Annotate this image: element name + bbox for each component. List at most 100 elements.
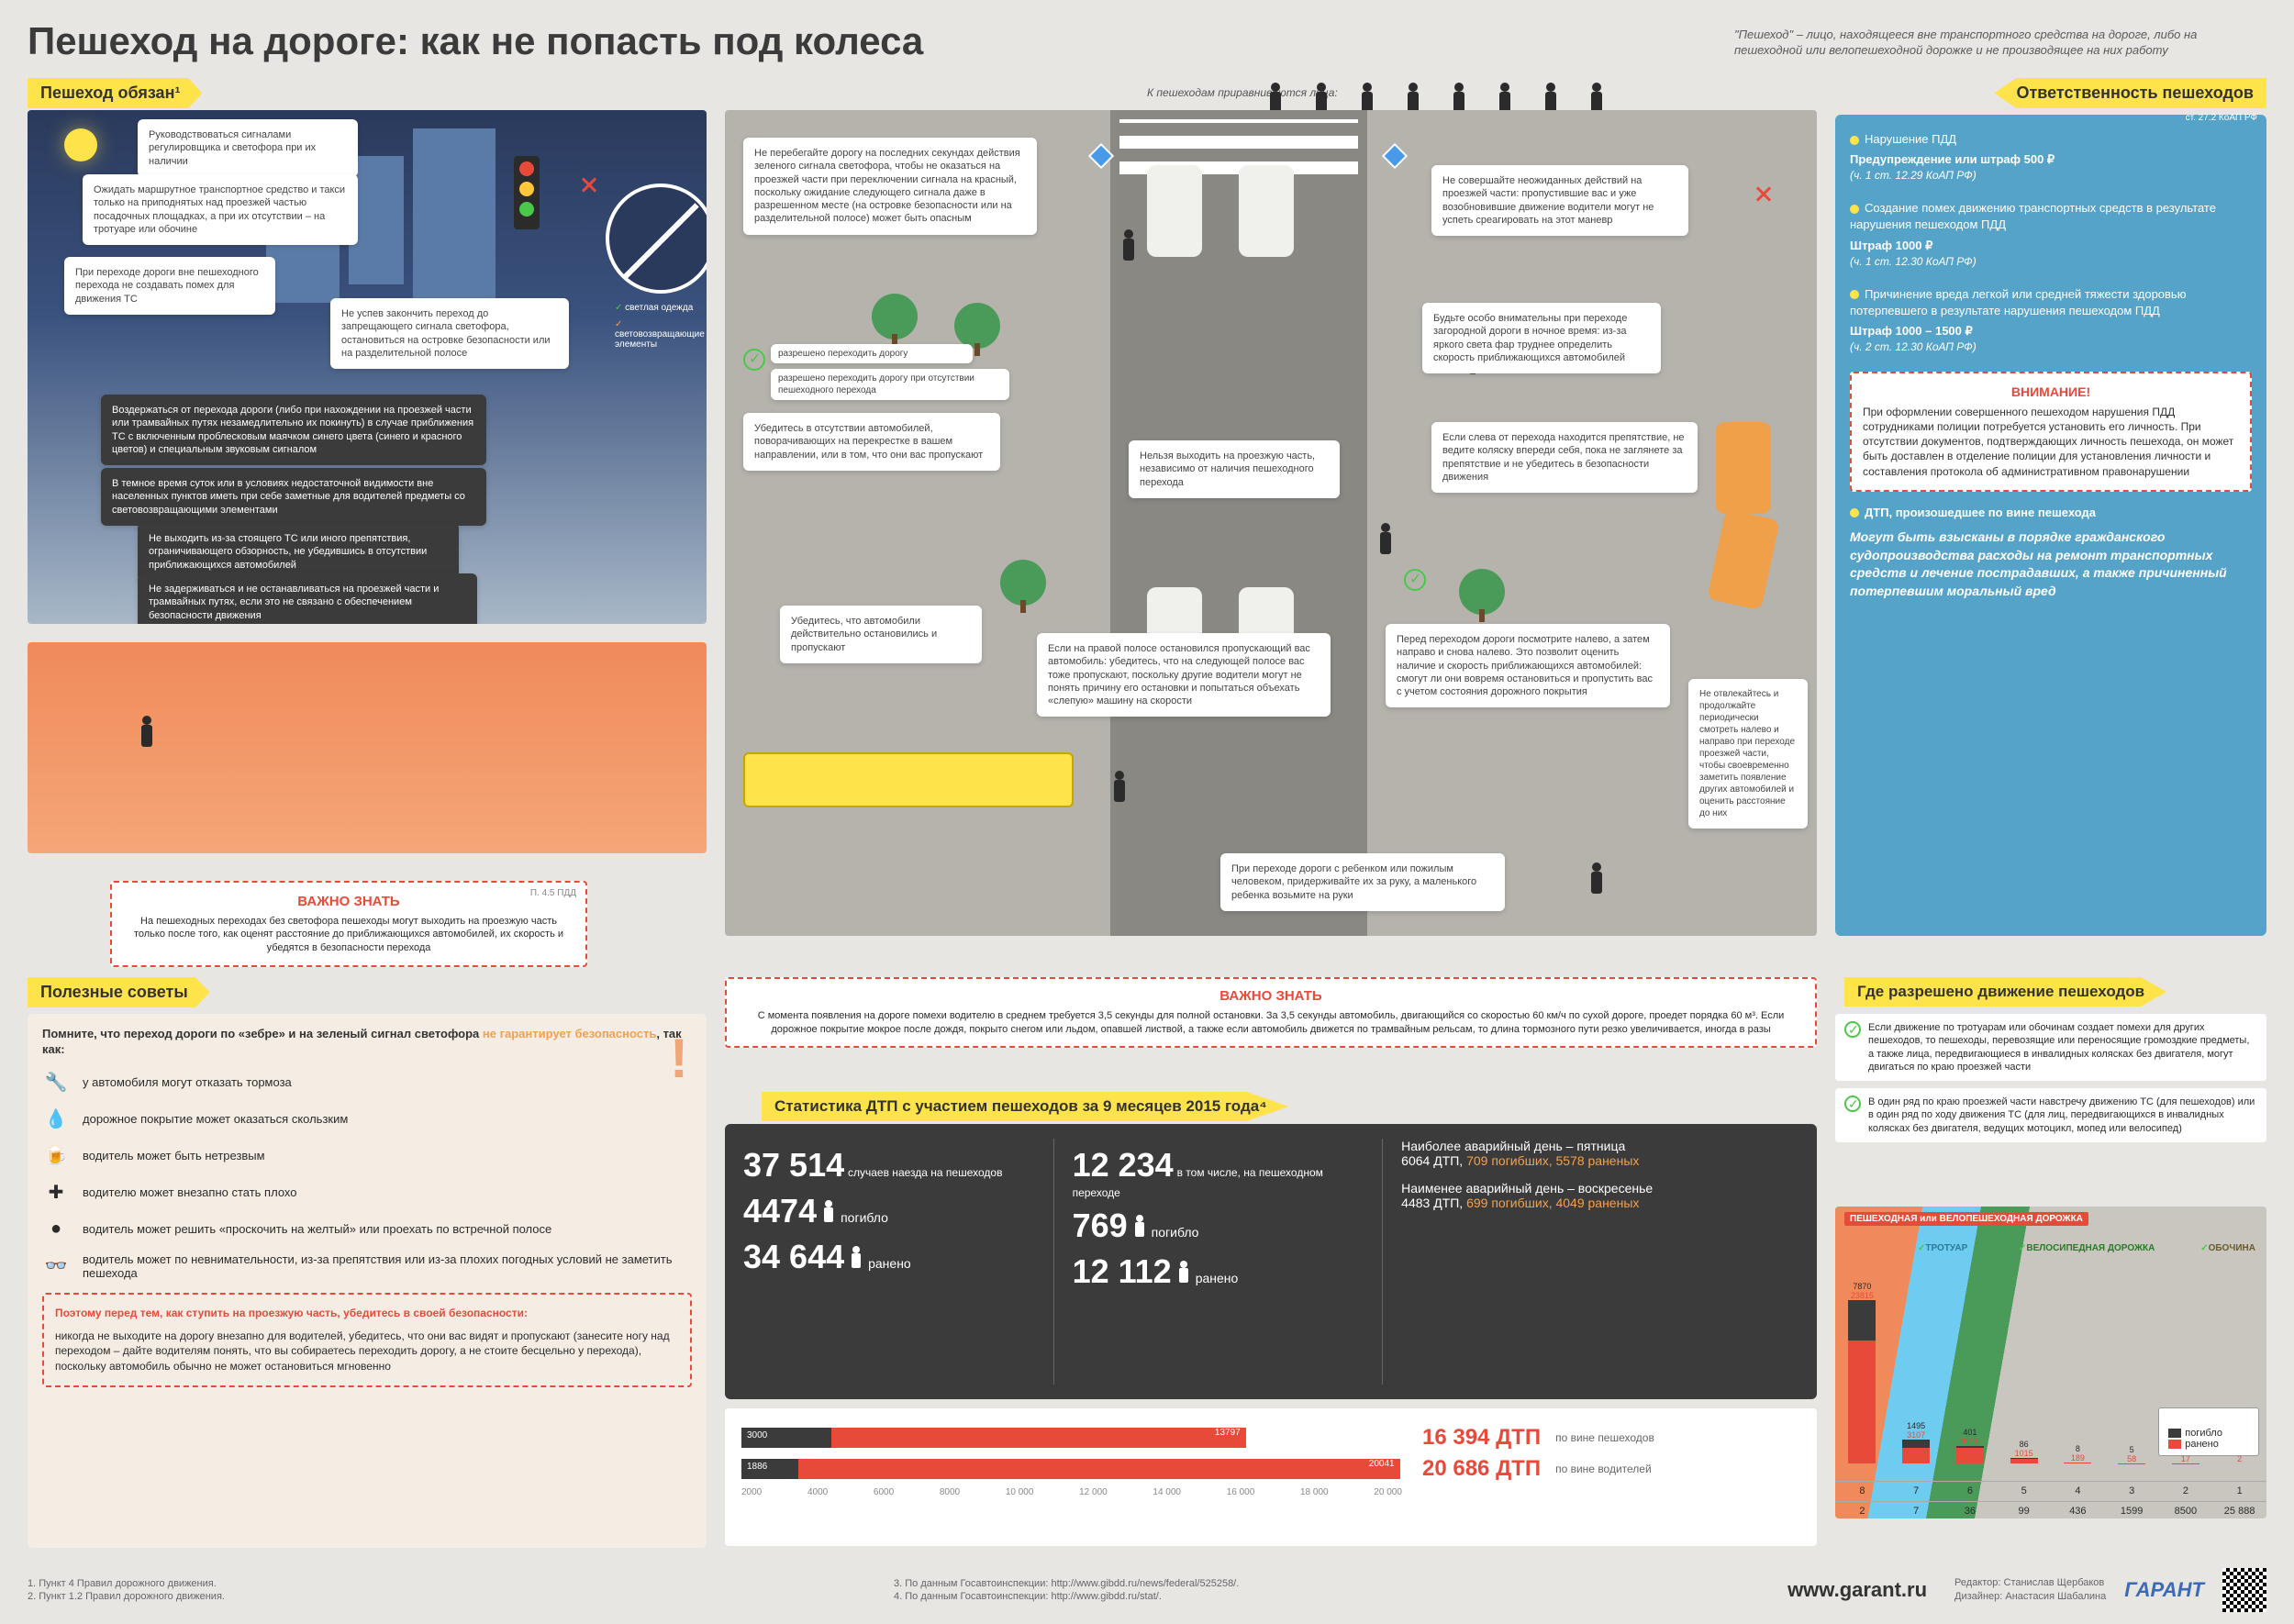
wrench-icon: 🔧 [42, 1069, 70, 1096]
moon-icon [64, 128, 97, 161]
stat-block-days: Наиболее аварийный день – пятница 6064 Д… [1401, 1139, 1798, 1385]
chart-bar-row: 1886 20041 20 686 ДТПпо вине водителей [741, 1456, 1800, 1482]
glass-icon: 🍺 [42, 1142, 70, 1170]
tips-safety: Поэтому перед тем, как ступить на проезж… [42, 1293, 692, 1387]
callout: Не выходить из-за стоящего ТС или иного … [138, 523, 459, 581]
pedestrian-icon [1110, 771, 1129, 807]
important-box-1: П. 4.5 ПДД ВАЖНО ЗНАТЬ На пешеходных пер… [110, 881, 587, 967]
callout: Не перебегайте дорогу на последних секун… [743, 138, 1037, 235]
stats-panel: 37 514 случаев наезда на пешеходов 4474п… [725, 1124, 1817, 1399]
nosign-label-b: ✓ световозвращающие элементы [615, 319, 707, 350]
footnotes: 1. Пункт 4 Правил дорожного движения. 2.… [28, 1577, 894, 1604]
important-title: ВАЖНО ЗНАТЬ [741, 988, 1800, 1004]
lane-label-d: ✓ОБОЧИНА [2200, 1243, 2255, 1253]
tree-icon [872, 294, 918, 339]
cross-icon [1753, 184, 1775, 206]
important-title: ВАЖНО ЗНАТЬ [127, 894, 571, 909]
where-panel: Если движение по тротуарам или обочинам … [1835, 1014, 2266, 1546]
callout: Если на правой полосе остановился пропус… [1037, 633, 1331, 717]
where-note: В один ряд по краю проезжей части навстр… [1835, 1088, 2266, 1142]
callout: разрешено переходить дорогу [771, 344, 973, 363]
exclamation-icon: ! [670, 1027, 688, 1090]
tip-row: 🔧у автомобиля могут отказать тормоза [42, 1069, 692, 1096]
person-icon [850, 1246, 863, 1268]
lane-axis-lanes: 87654321 [1835, 1481, 2266, 1496]
callout: Если слева от перехода находится препятс… [1431, 422, 1698, 493]
liability-item: Создание помех движению транспортных сре… [1850, 200, 2252, 269]
callout: Ожидать маршрутное транспортное средство… [83, 174, 358, 245]
liability-warning: ст. 27.2 КоАП РФ ВНИМАНИЕ! При оформлени… [1850, 372, 2252, 492]
night-scene: ✓ светлая одежда ✓ световозвращающие эле… [28, 110, 707, 624]
important-ref: П. 4.5 ПДД [530, 888, 576, 898]
callout: Перед переходом дороги посмотрите налево… [1386, 624, 1670, 707]
pedestrian-icon [1587, 862, 1606, 899]
traffic-light-icon [514, 156, 540, 229]
center-road-scene: Не перебегайте дорогу на последних секун… [725, 110, 1817, 936]
site-url: www.garant.ru [1787, 1578, 1927, 1602]
credits: Редактор: Станислав Щербаков Дизайнер: А… [1954, 1576, 2106, 1605]
car-icon [1716, 422, 1771, 514]
callout: В темное время суток или в условиях недо… [101, 468, 486, 526]
where-note: Если движение по тротуарам или обочинам … [1835, 1014, 2266, 1081]
stat-block-total: 37 514 случаев наезда на пешеходов 4474п… [743, 1139, 1054, 1385]
pedestrian-icon [1119, 229, 1138, 266]
important-text: На пешеходных переходах без светофора пе… [127, 915, 571, 954]
cross-icon [578, 174, 600, 196]
person-icon [1133, 1215, 1146, 1237]
pedestrian-sign-icon [1382, 143, 1408, 169]
important-text: С момента появления на дороге помехи вод… [741, 1009, 1800, 1037]
important-box-2: ВАЖНО ЗНАТЬ С момента появления на дорог… [725, 977, 1817, 1048]
callout: Не успев закончить переход до запрещающе… [330, 298, 569, 369]
lane-axis-dtp: 2736994361599850025 888 [1835, 1501, 2266, 1517]
tip-row: ✚водителю может внезапно стать плохо [42, 1179, 692, 1207]
chart-bar-row: 3000 13797 16 394 ДТПпо вине пешеходов [741, 1425, 1800, 1451]
fault-bar-chart: 3000 13797 16 394 ДТПпо вине пешеходов 1… [725, 1408, 1817, 1546]
tip-row: ●водитель может решить «проскочить на же… [42, 1216, 692, 1243]
callout: Нельзя выходить на проезжую часть, незав… [1129, 440, 1340, 498]
tab-tips: Полезные советы [28, 977, 210, 1007]
liability-law-ref: ст. 27.2 КоАП РФ [2186, 113, 2257, 123]
lane-diagram: ПЕШЕХОДНАЯ или ВЕЛОПЕШЕХОДНАЯ ДОРОЖКА ✓Т… [1835, 1207, 2266, 1518]
pedestrian-icon [1376, 523, 1395, 560]
person-icon [822, 1200, 835, 1222]
liability-civil: ДТП, произошедшее по вине пешехода Могут… [1850, 505, 2252, 601]
liability-item: Нарушение ПДДПредупреждение или штраф 50… [1850, 131, 2252, 184]
header: Пешеход на дороге: как не попасть под ко… [28, 14, 2266, 69]
chart-axis: 200040006000800010 00012 00014 00016 000… [741, 1487, 1402, 1497]
callout: При переходе дороги вне пешеходного пере… [64, 257, 275, 315]
nosign-label-a: ✓ светлая одежда [615, 303, 693, 313]
callout: Не задерживаться и не останавливаться на… [138, 573, 477, 624]
callout: Не отвлекайтесь и продолжайте периодичес… [1688, 679, 1808, 829]
check-icon [1404, 569, 1426, 591]
callout: Убедитесь в отсутствии автомобилей, пово… [743, 413, 1000, 471]
orange-scene [28, 642, 707, 853]
tree-icon [1459, 569, 1505, 615]
check-icon [1844, 1096, 1861, 1112]
tram-icon [743, 752, 1074, 807]
warning-text: При оформлении совершенного пешеходом на… [1863, 405, 2239, 479]
callout: Руководствоваться сигналами регулировщик… [138, 119, 358, 177]
callout: Не совершайте неожиданных действий на пр… [1431, 165, 1688, 236]
lane-label-b: ✓ТРОТУАР [1918, 1243, 1967, 1253]
tree-icon [1000, 560, 1046, 606]
prohibition-sign-icon [606, 184, 707, 294]
callout: Будьте особо внимательны при переходе за… [1422, 303, 1661, 373]
lane-legend: погибло ранено [2158, 1407, 2259, 1456]
footer: 1. Пункт 4 Правил дорожного движения. 2.… [28, 1567, 2266, 1613]
tab-where: Где разрешено движение пешеходов [1844, 977, 2166, 1007]
callout: Воздержаться от перехода дороги (либо пр… [101, 395, 486, 465]
tree-icon [954, 303, 1000, 349]
callout: При переходе дороги с ребенком или пожил… [1220, 853, 1505, 911]
left-column: ✓ светлая одежда ✓ световозвращающие эле… [28, 110, 707, 624]
car-icon [1147, 165, 1202, 257]
footnotes: 3. По данным Госавтоинспекции: http://ww… [894, 1577, 1760, 1604]
lane-label-a: ПЕШЕХОДНАЯ или ВЕЛОПЕШЕХОДНАЯ ДОРОЖКА [1844, 1212, 2088, 1226]
drop-icon: 💧 [42, 1106, 70, 1133]
qr-code-icon [2222, 1568, 2266, 1612]
person-icon [1177, 1261, 1190, 1283]
circle-icon: ● [42, 1216, 70, 1243]
plus-icon: ✚ [42, 1179, 70, 1207]
liability-panel: Нарушение ПДДПредупреждение или штраф 50… [1835, 115, 2266, 936]
tip-row: 💧дорожное покрытие может оказаться сколь… [42, 1106, 692, 1133]
page-title: Пешеход на дороге: как не попасть под ко… [28, 19, 923, 63]
